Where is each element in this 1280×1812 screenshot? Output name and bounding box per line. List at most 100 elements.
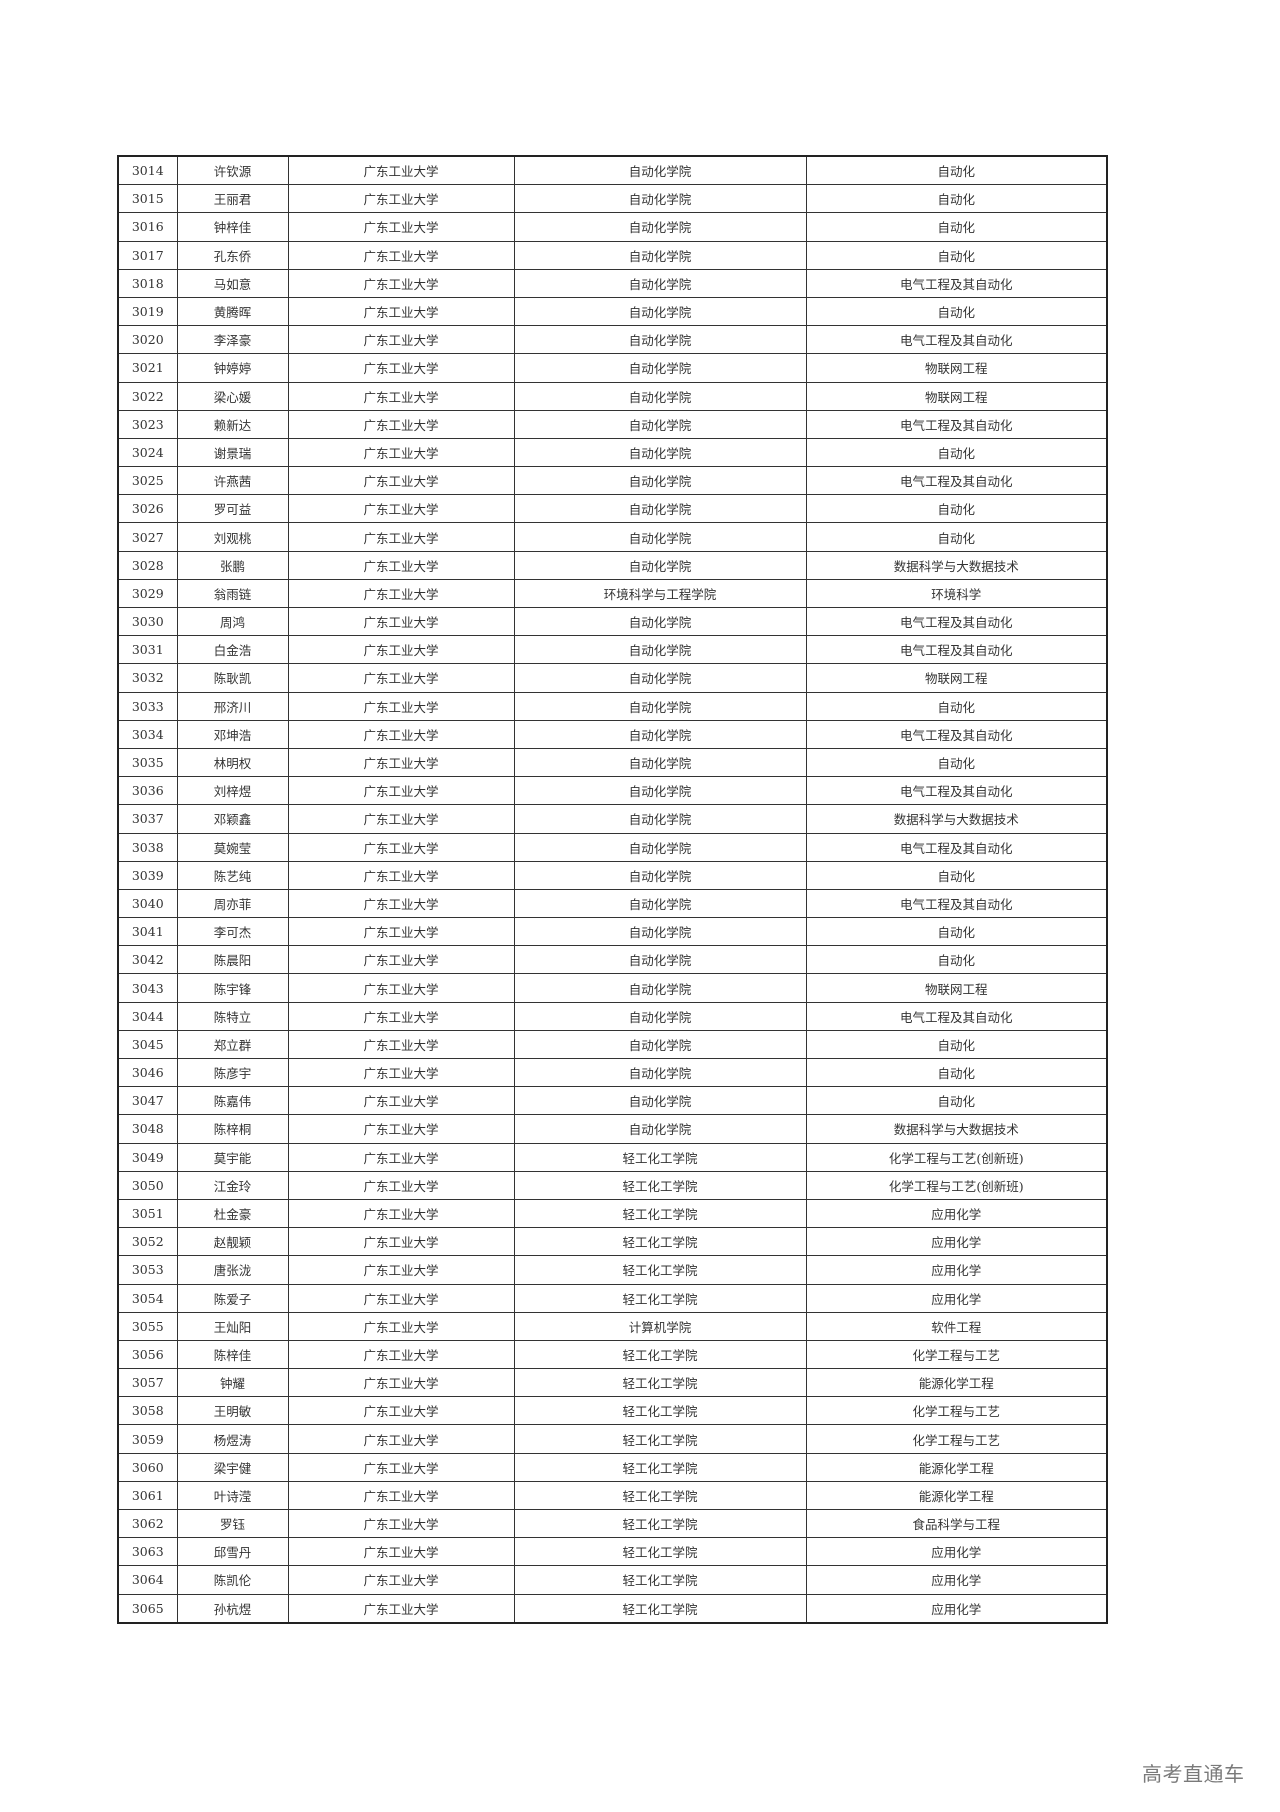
university-cell: 广东工业大学 xyxy=(287,494,515,524)
table-row: 3022 梁心媛 广东工业大学 自动化学院 物联网工程 xyxy=(117,381,1108,411)
university-cell: 广东工业大学 xyxy=(287,860,515,890)
table-row: 3052 赵靓颖 广东工业大学 轻工化工学院 应用化学 xyxy=(117,1227,1108,1257)
student-name-cell: 李泽豪 xyxy=(176,325,289,355)
university-cell: 广东工业大学 xyxy=(287,1368,515,1398)
table-row: 3032 陈耿凯 广东工业大学 自动化学院 物联网工程 xyxy=(117,663,1108,693)
college-cell: 轻工化工学院 xyxy=(513,1565,807,1595)
student-name-cell: 莫婉莹 xyxy=(176,832,289,862)
serial-number-cell: 3026 xyxy=(117,494,178,524)
table-row: 3019 黄腾晖 广东工业大学 自动化学院 自动化 xyxy=(117,296,1108,327)
major-cell: 自动化 xyxy=(805,945,1108,975)
table-row: 3050 江金玲 广东工业大学 轻工化工学院 化学工程与工艺(创新班) xyxy=(117,1170,1108,1200)
table-row: 3046 陈彦宇 广东工业大学 自动化学院 自动化 xyxy=(117,1057,1108,1088)
university-cell: 广东工业大学 xyxy=(287,1339,515,1370)
student-name-cell: 罗可益 xyxy=(176,494,289,524)
university-cell: 广东工业大学 xyxy=(287,635,515,665)
university-cell: 广东工业大学 xyxy=(287,719,515,749)
major-cell: 物联网工程 xyxy=(805,973,1108,1003)
student-name-cell: 张鹏 xyxy=(176,550,289,580)
student-name-cell: 李可杰 xyxy=(176,917,289,947)
serial-number-cell: 3045 xyxy=(117,1029,178,1060)
serial-number-cell: 3047 xyxy=(117,1086,178,1116)
university-cell: 广东工业大学 xyxy=(287,268,515,298)
table-row: 3014 许钦源 广东工业大学 自动化学院 自动化 xyxy=(117,155,1108,186)
table-row: 3015 王丽君 广东工业大学 自动化学院 自动化 xyxy=(117,184,1108,214)
serial-number-cell: 3051 xyxy=(117,1198,178,1229)
university-cell: 广东工业大学 xyxy=(287,325,515,355)
serial-number-cell: 3029 xyxy=(117,578,178,609)
major-cell: 电气工程及其自动化 xyxy=(805,635,1108,665)
major-cell: 自动化 xyxy=(805,494,1108,524)
major-cell: 应用化学 xyxy=(805,1565,1108,1595)
table-row: 3049 莫宇能 广东工业大学 轻工化工学院 化学工程与工艺(创新班) xyxy=(117,1142,1108,1172)
university-cell: 广东工业大学 xyxy=(287,155,515,186)
student-name-cell: 赵靓颖 xyxy=(176,1227,289,1257)
serial-number-cell: 3062 xyxy=(117,1508,178,1539)
major-cell: 自动化 xyxy=(805,522,1108,552)
table-row: 3036 刘梓煜 广东工业大学 自动化学院 电气工程及其自动化 xyxy=(117,776,1108,806)
table-row: 3054 陈爱子 广东工业大学 轻工化工学院 应用化学 xyxy=(117,1283,1108,1313)
serial-number-cell: 3024 xyxy=(117,437,178,468)
college-cell: 自动化学院 xyxy=(513,466,807,496)
student-name-cell: 梁心媛 xyxy=(176,381,289,411)
student-name-cell: 杜金豪 xyxy=(176,1198,289,1229)
university-cell: 广东工业大学 xyxy=(287,1480,515,1511)
university-cell: 广东工业大学 xyxy=(287,578,515,609)
student-name-cell: 许钦源 xyxy=(176,155,289,186)
student-name-cell: 马如意 xyxy=(176,268,289,298)
major-cell: 化学工程与工艺 xyxy=(805,1396,1108,1426)
table-row: 3040 周亦菲 广东工业大学 自动化学院 电气工程及其自动化 xyxy=(117,888,1108,919)
college-cell: 轻工化工学院 xyxy=(513,1424,807,1454)
serial-number-cell: 3025 xyxy=(117,466,178,496)
serial-number-cell: 3061 xyxy=(117,1480,178,1511)
major-cell: 电气工程及其自动化 xyxy=(805,1001,1108,1031)
student-name-cell: 陈梓桐 xyxy=(176,1114,289,1144)
major-cell: 应用化学 xyxy=(805,1227,1108,1257)
serial-number-cell: 3020 xyxy=(117,325,178,355)
serial-number-cell: 3019 xyxy=(117,296,178,327)
student-name-cell: 陈宇锋 xyxy=(176,973,289,1003)
student-name-cell: 翁雨链 xyxy=(176,578,289,609)
college-cell: 自动化学院 xyxy=(513,973,807,1003)
table-row: 3023 赖新达 广东工业大学 自动化学院 电气工程及其自动化 xyxy=(117,409,1108,439)
table-row: 3058 王明敏 广东工业大学 轻工化工学院 化学工程与工艺 xyxy=(117,1396,1108,1426)
serial-number-cell: 3038 xyxy=(117,832,178,862)
table-row: 3051 杜金豪 广东工业大学 轻工化工学院 应用化学 xyxy=(117,1198,1108,1229)
table-row: 3027 刘观桃 广东工业大学 自动化学院 自动化 xyxy=(117,522,1108,552)
student-name-cell: 王灿阳 xyxy=(176,1311,289,1341)
university-cell: 广东工业大学 xyxy=(287,381,515,411)
serial-number-cell: 3059 xyxy=(117,1424,178,1454)
student-name-cell: 孔东侨 xyxy=(176,240,289,270)
student-name-cell: 王明敏 xyxy=(176,1396,289,1426)
student-name-cell: 陈凯伦 xyxy=(176,1565,289,1595)
student-name-cell: 唐张泷 xyxy=(176,1255,289,1285)
college-cell: 自动化学院 xyxy=(513,1029,807,1060)
student-name-cell: 陈特立 xyxy=(176,1001,289,1031)
table-row: 3028 张鹏 广东工业大学 自动化学院 数据科学与大数据技术 xyxy=(117,550,1108,580)
student-name-cell: 王丽君 xyxy=(176,184,289,214)
student-name-cell: 林明权 xyxy=(176,747,289,778)
college-cell: 轻工化工学院 xyxy=(513,1198,807,1229)
serial-number-cell: 3015 xyxy=(117,184,178,214)
major-cell: 环境科学 xyxy=(805,578,1108,609)
student-name-cell: 周鸿 xyxy=(176,606,289,637)
major-cell: 应用化学 xyxy=(805,1593,1108,1624)
serial-number-cell: 3044 xyxy=(117,1001,178,1031)
table-row: 3025 许燕茜 广东工业大学 自动化学院 电气工程及其自动化 xyxy=(117,466,1108,496)
college-cell: 自动化学院 xyxy=(513,184,807,214)
table-row: 3048 陈梓桐 广东工业大学 自动化学院 数据科学与大数据技术 xyxy=(117,1114,1108,1144)
student-name-cell: 莫宇能 xyxy=(176,1142,289,1172)
major-cell: 自动化 xyxy=(805,1086,1108,1116)
university-cell: 广东工业大学 xyxy=(287,1227,515,1257)
university-cell: 广东工业大学 xyxy=(287,804,515,834)
university-cell: 广东工业大学 xyxy=(287,1001,515,1031)
student-name-cell: 叶诗滢 xyxy=(176,1480,289,1511)
major-cell: 自动化 xyxy=(805,691,1108,721)
college-cell: 自动化学院 xyxy=(513,1086,807,1116)
student-name-cell: 江金玲 xyxy=(176,1170,289,1200)
serial-number-cell: 3017 xyxy=(117,240,178,270)
university-cell: 广东工业大学 xyxy=(287,888,515,919)
serial-number-cell: 3049 xyxy=(117,1142,178,1172)
college-cell: 自动化学院 xyxy=(513,1057,807,1088)
student-name-cell: 邓坤浩 xyxy=(176,719,289,749)
